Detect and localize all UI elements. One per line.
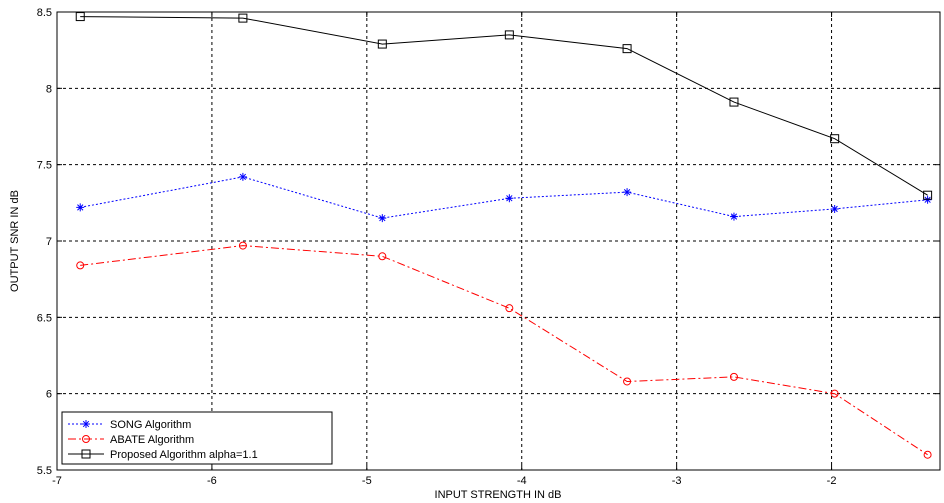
series-layer [75, 12, 933, 459]
y-tick-label: 8 [46, 83, 52, 95]
series-line [80, 176, 928, 219]
y-tick-label: 7 [46, 236, 52, 248]
series-2 [76, 241, 932, 459]
data-point [378, 252, 387, 261]
legend-marker [81, 449, 91, 459]
x-tick-label: -2 [827, 475, 837, 487]
plot-background [57, 12, 940, 470]
tick-layer: -7 -6 -5 -4 -3 -2 5.5 6 6.5 7 7.5 8 8.5 [37, 7, 940, 487]
data-point [76, 261, 85, 270]
data-point [729, 372, 738, 381]
y-tick-label: 5.5 [37, 465, 52, 477]
data-point [830, 389, 839, 398]
y-tick-label: 7.5 [37, 160, 52, 172]
y-tick-label: 6.5 [37, 312, 52, 324]
data-point [623, 188, 632, 197]
data-point [377, 39, 387, 49]
legend-label: SONG Algorithm [110, 419, 191, 431]
legend-box [61, 411, 333, 465]
y-tick-label: 8.5 [37, 7, 52, 19]
x-tick-label: -4 [517, 475, 527, 487]
data-point [238, 241, 247, 250]
data-point [830, 204, 839, 213]
data-point [504, 30, 514, 40]
data-point [238, 13, 248, 23]
data-point [505, 304, 514, 313]
series-1 [76, 172, 932, 223]
legend-label: ABATE Algorithm [110, 434, 194, 446]
data-point [830, 134, 840, 144]
data-point [729, 212, 738, 221]
data-point [729, 97, 739, 107]
x-tick-label: -3 [672, 475, 682, 487]
legend-label: Proposed Algorithm alpha=1.1 [110, 449, 258, 461]
data-point [923, 195, 932, 204]
data-point [75, 12, 85, 22]
data-point [76, 203, 85, 212]
x-tick-label: -5 [362, 475, 372, 487]
legend-marker [82, 435, 90, 443]
x-tick-label: -6 [207, 475, 217, 487]
x-axis-label: INPUT STRENGTH IN dB [435, 489, 562, 501]
data-point [238, 172, 247, 181]
y-tick-label: 6 [46, 389, 52, 401]
data-point [923, 450, 932, 459]
y-axis-label: OUTPUT SNR IN dB [9, 190, 21, 292]
series-line [80, 245, 928, 456]
series-line [80, 16, 928, 196]
legend-marker [82, 420, 90, 428]
data-point [923, 190, 933, 200]
legend: SONG Algorithm ABATE Algorithm Proposed Al… [61, 411, 333, 465]
data-point [378, 214, 387, 223]
data-point [623, 377, 632, 386]
grid-layer [57, 12, 940, 470]
series-3 [75, 12, 933, 200]
data-point [505, 194, 514, 203]
data-point [622, 44, 632, 54]
x-tick-label: -7 [52, 475, 62, 487]
